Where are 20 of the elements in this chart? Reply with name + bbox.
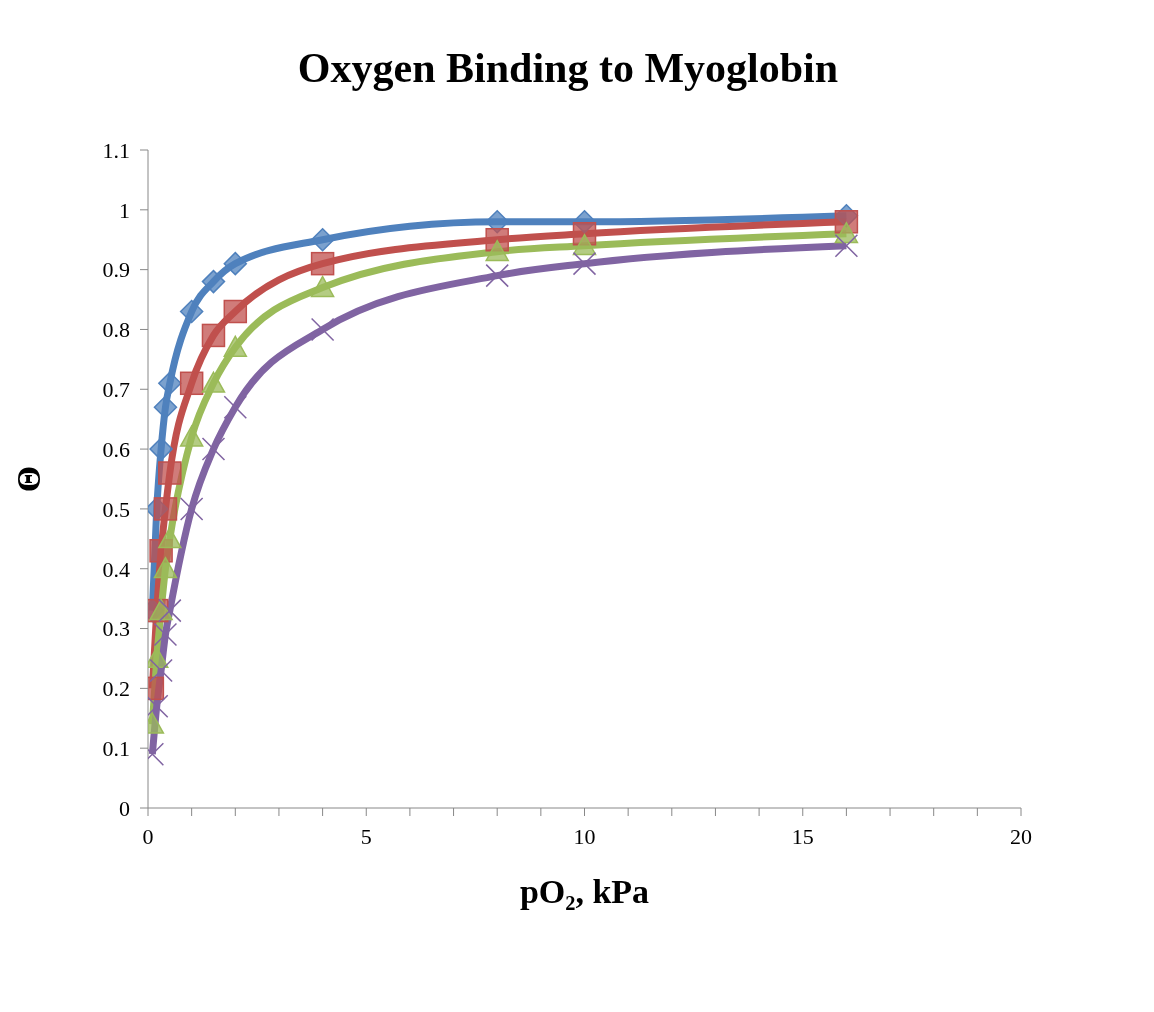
x-tick-label: 0 — [142, 823, 154, 849]
x-tick-label: 20 — [1010, 823, 1032, 849]
y-axis-title: Θ — [10, 465, 48, 493]
x-tick-label: 5 — [360, 823, 372, 849]
y-tick-label: 0.5 — [102, 496, 130, 522]
y-tick-label: 0.3 — [102, 616, 130, 642]
y-tick-label: 1 — [119, 197, 130, 223]
x-tick-label: 10 — [573, 823, 596, 849]
chart-title: Oxygen Binding to Myoglobin — [296, 44, 840, 93]
y-tick-label: 1.1 — [102, 137, 130, 163]
y-tick-label: 0.9 — [102, 257, 130, 283]
x-axis-title: pO₂, kPa — [519, 873, 650, 910]
y-tick-label: 0.1 — [102, 735, 130, 761]
y-tick-label: 0.6 — [102, 436, 130, 462]
x-tick-label: 15 — [791, 823, 814, 849]
y-tick-label: 0.8 — [102, 317, 130, 343]
y-tick-label: 0.2 — [102, 676, 130, 702]
y-tick-label: 0.7 — [102, 377, 130, 403]
y-tick-label: 0.4 — [102, 556, 130, 582]
y-tick-label: 0 — [119, 795, 130, 821]
